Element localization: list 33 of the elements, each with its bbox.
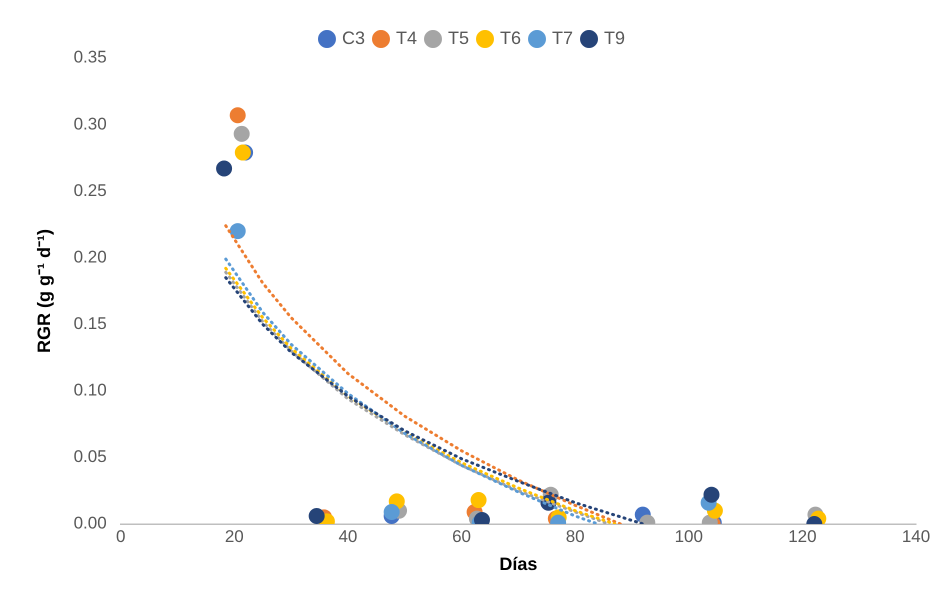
legend-label: T5: [448, 28, 470, 48]
y-axis-title: RGR (g g⁻¹ d⁻¹): [34, 229, 54, 353]
x-tick-label: 20: [224, 526, 244, 546]
y-tick-label: 0.25: [74, 180, 107, 200]
point: [230, 223, 246, 240]
point: [308, 508, 325, 524]
point: [216, 160, 232, 177]
y-tick-label: 0.35: [74, 48, 107, 67]
y-tick-label: 0.30: [74, 114, 107, 134]
point: [470, 492, 487, 508]
legend-label: T7: [552, 28, 574, 48]
y-tick-label: 0.05: [74, 447, 107, 466]
x-tick-label: 80: [566, 526, 585, 546]
y-tick-label: 0.20: [74, 247, 107, 266]
legend-label: T9: [604, 28, 626, 48]
x-tick-label: 100: [674, 526, 703, 546]
x-tick-label: 40: [338, 526, 358, 546]
y-tick-label: 0.10: [74, 380, 107, 400]
legend-label: T6: [500, 28, 522, 48]
point: [234, 126, 250, 142]
line-series: [224, 224, 622, 524]
x-tick-label: 60: [452, 526, 471, 546]
x-tick-label: 120: [788, 526, 817, 546]
point: [230, 107, 246, 124]
y-tick-label: 0.00: [74, 514, 107, 533]
x-tick-label: 0: [116, 526, 126, 546]
point: [703, 486, 720, 503]
x-axis-title: Días: [499, 554, 538, 574]
x-tick-label: 140: [902, 526, 930, 546]
legend-label: T4: [396, 28, 418, 48]
legend-label: C3: [342, 28, 365, 48]
point: [384, 504, 400, 520]
y-tick-label: 0.15: [74, 314, 107, 333]
